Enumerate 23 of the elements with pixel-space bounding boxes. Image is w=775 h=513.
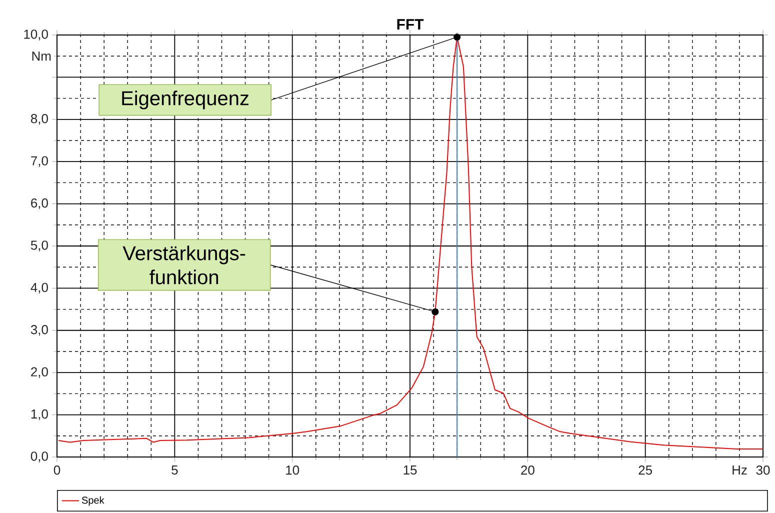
y-tick-label: 7,0 bbox=[31, 156, 48, 167]
annotation: Verstärkungs-funktion bbox=[122, 246, 246, 284]
y-tick-label: 10,0 bbox=[24, 30, 48, 40]
y-tick-label: 4,0 bbox=[30, 282, 48, 294]
chart-title: FFT bbox=[397, 19, 424, 30]
x-axis-title: Hz bbox=[732, 466, 747, 474]
x-tick-label: 5 bbox=[172, 466, 178, 475]
annotation: Eigenfrequenz bbox=[122, 90, 248, 110]
y-tick-label: 2,0 bbox=[31, 367, 48, 378]
x-tick-label: 20 bbox=[521, 466, 534, 475]
legend-label: Spek bbox=[82, 496, 104, 506]
x-tick-label: 0 bbox=[54, 466, 60, 475]
x-tick-label: 15 bbox=[404, 466, 417, 475]
x-tick-label: 25 bbox=[638, 466, 652, 475]
y-tick-label: 0,0 bbox=[30, 452, 48, 462]
y-tick-label: 1,0 bbox=[31, 409, 48, 420]
y-tick-label: 6,0 bbox=[31, 198, 48, 210]
y-tick-label: 5,0 bbox=[30, 240, 48, 252]
y-tick-label: 8,0 bbox=[30, 114, 48, 125]
y-tick-label: 3,0 bbox=[30, 325, 48, 336]
x-tick-label: 10 bbox=[286, 466, 300, 475]
y-axis-title: Nm bbox=[32, 52, 51, 61]
x-tick-label: 30 bbox=[756, 466, 770, 475]
